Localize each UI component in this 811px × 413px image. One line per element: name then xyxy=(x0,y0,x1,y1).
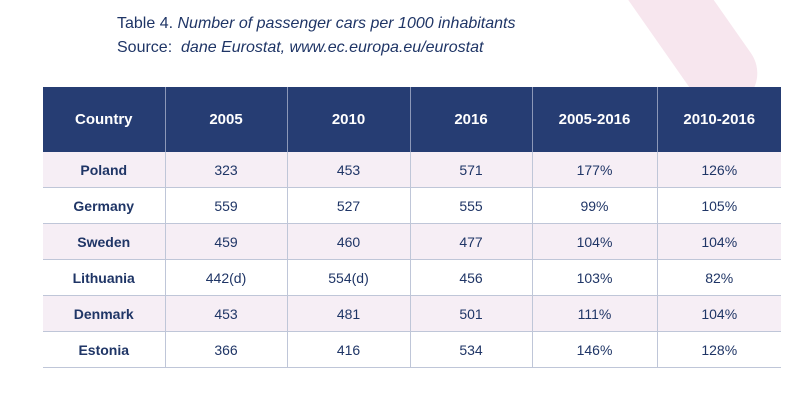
header-2005-2016: 2005-2016 xyxy=(532,87,658,152)
cell-2016: 534 xyxy=(410,331,533,368)
caption-title-line: Table 4. Number of passenger cars per 10… xyxy=(117,12,515,36)
cell-2016: 477 xyxy=(410,223,533,260)
header-2010-2016: 2010-2016 xyxy=(657,87,781,152)
cell-country: Denmark xyxy=(43,295,166,332)
table-title: Number of passenger cars per 1000 inhabi… xyxy=(177,15,516,32)
cell-2005: 442(d) xyxy=(165,259,288,296)
table-row: Estonia 366 416 534 146% 128% xyxy=(43,331,781,368)
cell-2005: 323 xyxy=(165,152,288,188)
table-row: Sweden 459 460 477 104% 104% xyxy=(43,223,781,260)
cell-2010-2016: 104% xyxy=(657,223,781,260)
header-2005: 2005 xyxy=(165,87,288,152)
cell-2016: 501 xyxy=(410,295,533,332)
cell-country: Germany xyxy=(43,187,166,224)
cell-2010: 481 xyxy=(287,295,411,332)
cell-country: Lithuania xyxy=(43,259,166,296)
table-row: Poland 323 453 571 177% 126% xyxy=(43,152,781,188)
header-2016: 2016 xyxy=(410,87,533,152)
cell-2010: 416 xyxy=(287,331,411,368)
cell-2016: 555 xyxy=(410,187,533,224)
table-row: Lithuania 442(d) 554(d) 456 103% 82% xyxy=(43,259,781,296)
cell-2010-2016: 105% xyxy=(657,187,781,224)
table-number: Table 4. xyxy=(117,15,174,32)
cell-2005-2016: 146% xyxy=(532,331,658,368)
table-row: Germany 559 527 555 99% 105% xyxy=(43,187,781,224)
cell-2005-2016: 104% xyxy=(532,223,658,260)
cell-2010: 453 xyxy=(287,152,411,188)
cell-2010-2016: 104% xyxy=(657,295,781,332)
source-text: dane Eurostat, www.ec.europa.eu/eurostat xyxy=(181,39,484,56)
cell-country: Poland xyxy=(43,152,166,188)
cell-2010-2016: 126% xyxy=(657,152,781,188)
cell-2005-2016: 111% xyxy=(532,295,658,332)
header-2010: 2010 xyxy=(287,87,411,152)
cell-2005: 459 xyxy=(165,223,288,260)
cell-2005: 559 xyxy=(165,187,288,224)
cell-2005: 366 xyxy=(165,331,288,368)
header-country: Country xyxy=(43,87,166,152)
cell-2016: 571 xyxy=(410,152,533,188)
cars-table: Country 2005 2010 2016 2005-2016 2010-20… xyxy=(43,87,781,368)
cell-2010: 554(d) xyxy=(287,259,411,296)
cell-2005-2016: 103% xyxy=(532,259,658,296)
cell-2010: 460 xyxy=(287,223,411,260)
table-caption: Table 4. Number of passenger cars per 10… xyxy=(117,12,515,60)
source-label: Source: xyxy=(117,39,173,56)
cell-country: Estonia xyxy=(43,331,166,368)
cell-2005-2016: 177% xyxy=(532,152,658,188)
cell-2010-2016: 128% xyxy=(657,331,781,368)
cell-country: Sweden xyxy=(43,223,166,260)
header-row: Country 2005 2010 2016 2005-2016 2010-20… xyxy=(43,87,781,152)
cell-2005-2016: 99% xyxy=(532,187,658,224)
cell-2010-2016: 82% xyxy=(657,259,781,296)
table-row: Denmark 453 481 501 111% 104% xyxy=(43,295,781,332)
caption-source-line: Source: dane Eurostat, www.ec.europa.eu/… xyxy=(117,36,515,60)
cell-2010: 527 xyxy=(287,187,411,224)
cell-2016: 456 xyxy=(410,259,533,296)
cell-2005: 453 xyxy=(165,295,288,332)
